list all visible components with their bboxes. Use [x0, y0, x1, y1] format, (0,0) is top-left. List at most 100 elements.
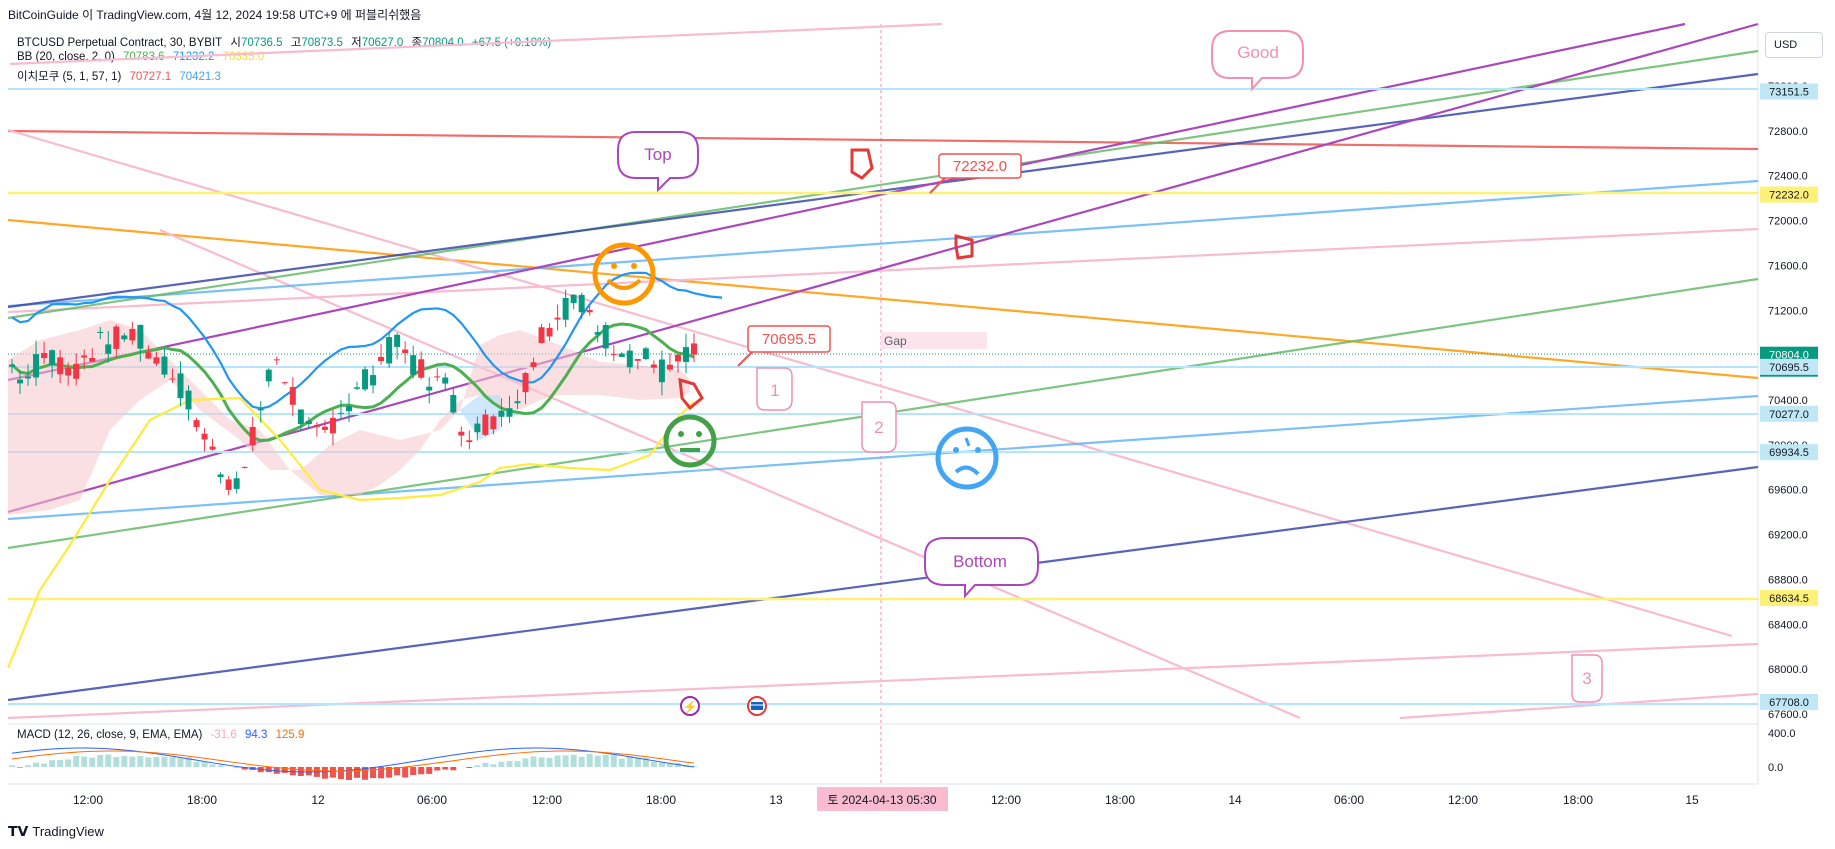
svg-text:3: 3 [1582, 669, 1591, 688]
price-tag-label: 67708.0 [1769, 697, 1809, 709]
candle-body [49, 350, 56, 365]
macd-histogram-bar [201, 762, 208, 767]
currency-button[interactable]: USD [1765, 32, 1823, 58]
candle-body [626, 350, 633, 368]
candle-body [313, 424, 320, 427]
low-label: 저 [351, 37, 362, 49]
y-tick-label: 72000.0 [1768, 216, 1808, 228]
high-label: 고 [290, 37, 302, 49]
price-tag-label: 69934.5 [1769, 447, 1809, 459]
macd-histogram-bar [257, 767, 264, 773]
publish-header: BitCoinGuide 이 TradingView.com, 4월 12, 2… [8, 6, 421, 23]
price-tag-box [1760, 444, 1818, 461]
candle-body [691, 343, 697, 355]
x-tick-label: 18:00 [1563, 793, 1593, 807]
macd-histogram-bar [185, 757, 192, 767]
candle-body [185, 390, 192, 410]
candle-body [498, 410, 505, 417]
macd-histogram-bar [498, 761, 505, 767]
candle-body [233, 478, 240, 489]
neutral-face-icon [663, 414, 717, 468]
macd-histogram-bar [73, 755, 80, 767]
candle-body [257, 408, 264, 411]
macd-histogram-bar [321, 767, 328, 779]
macd-histogram-bar [241, 767, 248, 770]
macd-histogram-bar [522, 758, 529, 767]
macd-histogram-bar [329, 767, 336, 778]
macd-histogram-bar [289, 767, 296, 776]
bb-upper-line [11, 271, 723, 410]
price-tag-box [1760, 405, 1818, 422]
footer-brand: 𝗧𝗩 TradingView [8, 823, 104, 840]
candle-body [33, 354, 40, 378]
bb-upper-value: 71232.2 [172, 51, 215, 63]
macd-histogram-bar [554, 755, 561, 767]
price-note-70695: 70695.5 [737, 325, 831, 367]
macd-histogram-bar [297, 767, 304, 777]
gap-box [881, 332, 987, 349]
time-axis: 12:00 18:00 12 06:00 12:00 18:00 13 12:00 18:00 1… [73, 793, 1699, 807]
top-label: Top [644, 145, 671, 164]
macd-histogram-bar [129, 756, 136, 767]
ichimoku-cloud [8, 320, 690, 515]
candle-body [450, 394, 457, 413]
bb-lower-line [6, 396, 695, 669]
candle-body [81, 355, 88, 358]
annotations: Top Good Bottom 70695.5 72232.0 1 2 [592, 30, 1603, 716]
ichimoku-label[interactable]: 이치모쿠 (5, 1, 57, 1) [17, 71, 122, 83]
gap-label: Gap [884, 334, 907, 348]
macd-hist-value: -31.6 [210, 729, 237, 741]
macd-histogram-bar [538, 757, 545, 767]
macd-label[interactable]: MACD (12, 26, close, 9, EMA, EMA) [17, 729, 203, 741]
footer-brand-text[interactable]: TradingView [32, 824, 104, 839]
candle-body [418, 359, 425, 378]
macd-pane [9, 747, 697, 780]
macd-histogram-bar [450, 767, 457, 771]
macd-histogram-bar [145, 757, 152, 767]
candle-body [201, 433, 208, 440]
bb-legend: BB (20, close, 2, 0) 70783.6 71232.2 703… [17, 51, 269, 63]
macd-histogram-bar [249, 767, 256, 770]
symbol-legend: BTCUSD Perpetual Contract, 30, BYBIT 시70… [17, 34, 556, 50]
macd-histogram-bar [506, 761, 513, 767]
happy-face-icon [592, 242, 656, 306]
candle-body [57, 357, 64, 375]
open-value: 70736.5 [240, 37, 283, 49]
good-callout: Good [1211, 30, 1304, 92]
macd-histogram-bar [305, 767, 312, 776]
macd-histogram-bar [386, 767, 393, 778]
y-tick-label: 69600.0 [1768, 485, 1808, 497]
candle-body [530, 362, 537, 368]
ichimoku-cloud-blue [460, 395, 500, 440]
macd-tick-label: 400.0 [1768, 728, 1796, 740]
good-label: Good [1237, 43, 1279, 62]
candle-body [345, 406, 352, 412]
macd-histogram-bar [530, 756, 537, 767]
macd-line-value: 94.3 [244, 729, 268, 741]
y-tick-label: 68400.0 [1768, 619, 1808, 631]
macd-histogram-bar [674, 762, 681, 767]
x-tick-label: 12:00 [532, 793, 562, 807]
macd-histogram-bar [273, 767, 280, 774]
macd-legend: MACD (12, 26, close, 9, EMA, EMA) -31.6 … [17, 729, 309, 741]
candle-body [426, 386, 433, 391]
wave-3-label: 3 [1571, 654, 1603, 703]
price-tag-label: 73151.5 [1769, 86, 1809, 98]
bottom-label: Bottom [953, 552, 1007, 571]
symbol-title[interactable]: BTCUSD Perpetual Contract, 30, BYBIT [17, 37, 223, 49]
macd-histogram-bar [650, 761, 657, 767]
navy-line-lower [7, 465, 1759, 702]
x-tick-label: 12 [311, 793, 325, 807]
candle-body [586, 310, 593, 313]
bb-label[interactable]: BB (20, close, 2, 0) [17, 51, 115, 63]
navy-line-upper [7, 72, 1759, 309]
ichimoku-b-value: 70421.3 [179, 71, 221, 83]
macd-histogram-bar [177, 758, 184, 767]
macd-histogram-bar [209, 764, 216, 767]
macd-histogram-bar [337, 767, 344, 779]
macd-histogram-bar [153, 757, 160, 767]
top-callout: Top [617, 131, 699, 193]
candle-body [474, 423, 481, 433]
ichimoku-legend: 이치모쿠 (5, 1, 57, 1) 70727.1 70421.3 [17, 68, 226, 84]
publisher-name[interactable]: BitCoinGuide [8, 8, 79, 22]
